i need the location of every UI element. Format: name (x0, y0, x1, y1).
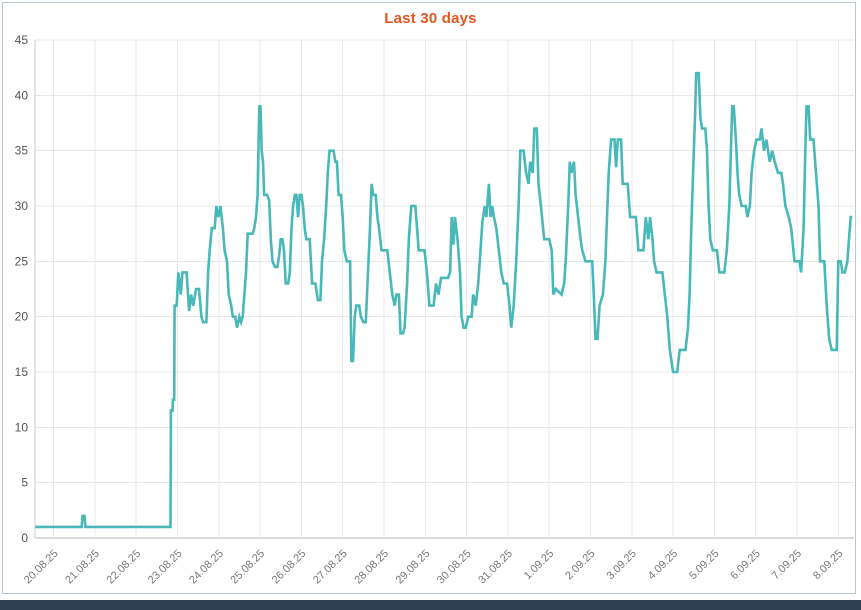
y-tick-label: 5 (21, 476, 28, 490)
x-tick-label: 3.09.25 (604, 548, 638, 582)
x-tick-label: 29.08.25 (394, 548, 433, 587)
y-tick-label: 20 (15, 310, 29, 324)
x-tick-label: 27.08.25 (311, 548, 350, 587)
y-tick-label: 0 (21, 531, 28, 545)
x-tick-label: 23.08.25 (146, 548, 185, 587)
x-tick-label: 20.08.25 (22, 548, 61, 587)
x-tick-label: 4.09.25 (646, 548, 680, 582)
y-tick-label: 35 (15, 144, 29, 158)
chart-title: Last 30 days (384, 10, 477, 27)
x-tick-label: 26.08.25 (270, 548, 309, 587)
y-tick-label: 40 (15, 88, 29, 102)
x-tick-label: 5.09.25 (687, 548, 721, 582)
bottom-bar (0, 600, 861, 610)
x-tick-label: 7.09.25 (770, 548, 804, 582)
x-tick-label: 21.08.25 (63, 548, 102, 587)
y-tick-label: 45 (15, 33, 29, 47)
x-tick-label: 24.08.25 (187, 548, 226, 587)
x-tick-label: 31.08.25 (476, 548, 515, 587)
x-tick-label: 22.08.25 (105, 548, 144, 587)
y-tick-label: 10 (15, 420, 29, 434)
y-tick-label: 15 (15, 365, 29, 379)
data-series-line (35, 71, 853, 529)
x-tick-label: 25.08.25 (228, 548, 267, 587)
x-tick-label: 30.08.25 (435, 548, 474, 587)
x-tick-label: 1.09.25 (522, 548, 556, 582)
x-tick-label: 28.08.25 (352, 548, 391, 587)
y-tick-label: 25 (15, 254, 29, 268)
x-tick-label: 6.09.25 (728, 548, 762, 582)
x-tick-label: 2.09.25 (563, 548, 597, 582)
x-tick-label: 8.09.25 (811, 548, 845, 582)
y-tick-label: 30 (15, 199, 29, 213)
